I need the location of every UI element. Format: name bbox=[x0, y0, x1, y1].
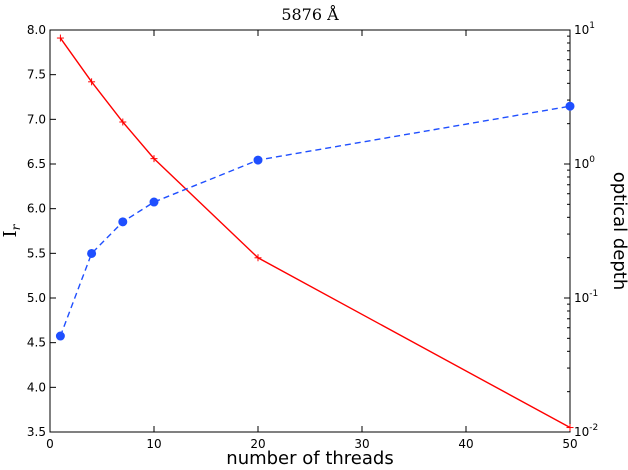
x-axis-label: number of threads bbox=[226, 448, 393, 469]
y-left-tick-label: 3.5 bbox=[27, 425, 46, 439]
x-tick-label: 30 bbox=[354, 437, 369, 451]
series-2-point bbox=[253, 155, 263, 165]
y-left-tick-label: 4.0 bbox=[27, 380, 46, 394]
y-axis-label-left: Ir bbox=[0, 223, 23, 237]
chart-title: 5876 Å bbox=[281, 4, 339, 24]
y-left-tick-label: 6.5 bbox=[27, 157, 46, 171]
y-left-tick-label: 5.5 bbox=[27, 246, 46, 260]
y-left-tick-label: 8.0 bbox=[27, 23, 46, 37]
series-2-point bbox=[87, 248, 97, 258]
x-tick-label: 20 bbox=[250, 437, 265, 451]
series-1-point bbox=[56, 34, 64, 42]
y-right-tick-label: 101 bbox=[574, 21, 595, 37]
series-1-point bbox=[150, 155, 158, 163]
series-2-point bbox=[149, 197, 159, 207]
y-left-tick-label: 5.0 bbox=[27, 291, 46, 305]
y-right-tick-label: 100 bbox=[574, 155, 595, 171]
series-1-point bbox=[119, 118, 127, 126]
y-left-tick-label: 4.5 bbox=[27, 336, 46, 350]
y-left-tick-label: 6.0 bbox=[27, 202, 46, 216]
x-tick-label: 0 bbox=[46, 437, 54, 451]
series-2-point bbox=[55, 331, 65, 341]
series-1-point bbox=[88, 78, 96, 86]
series-1-point bbox=[566, 424, 574, 432]
x-tick-label: 10 bbox=[146, 437, 161, 451]
series bbox=[55, 34, 575, 432]
series-1-point bbox=[254, 254, 262, 262]
y-axis-label-left-main: I bbox=[0, 230, 21, 237]
x-tick-label: 40 bbox=[458, 437, 473, 451]
series-2-line bbox=[59, 105, 571, 337]
y-axis-label-right: optical depth bbox=[609, 172, 628, 291]
y-left-tick-label: 7.0 bbox=[27, 112, 46, 126]
plot-area bbox=[49, 29, 571, 433]
series-2-point bbox=[118, 217, 128, 227]
series-1-line bbox=[59, 37, 571, 429]
y-right-tick-label: 10-2 bbox=[574, 423, 598, 439]
y-left-tick-label: 7.5 bbox=[27, 68, 46, 82]
series-2-point bbox=[565, 101, 575, 111]
ticks: 0 10 20 30 40 50 3.5 4.0 4.5 5.0 5.5 6.0 6.5 7.0 7.5 8.… bbox=[27, 21, 598, 451]
y-axis-label-left-subscript: r bbox=[9, 223, 23, 230]
y-right-tick-label: 10-1 bbox=[574, 289, 598, 305]
x-tick-label: 50 bbox=[562, 437, 577, 451]
